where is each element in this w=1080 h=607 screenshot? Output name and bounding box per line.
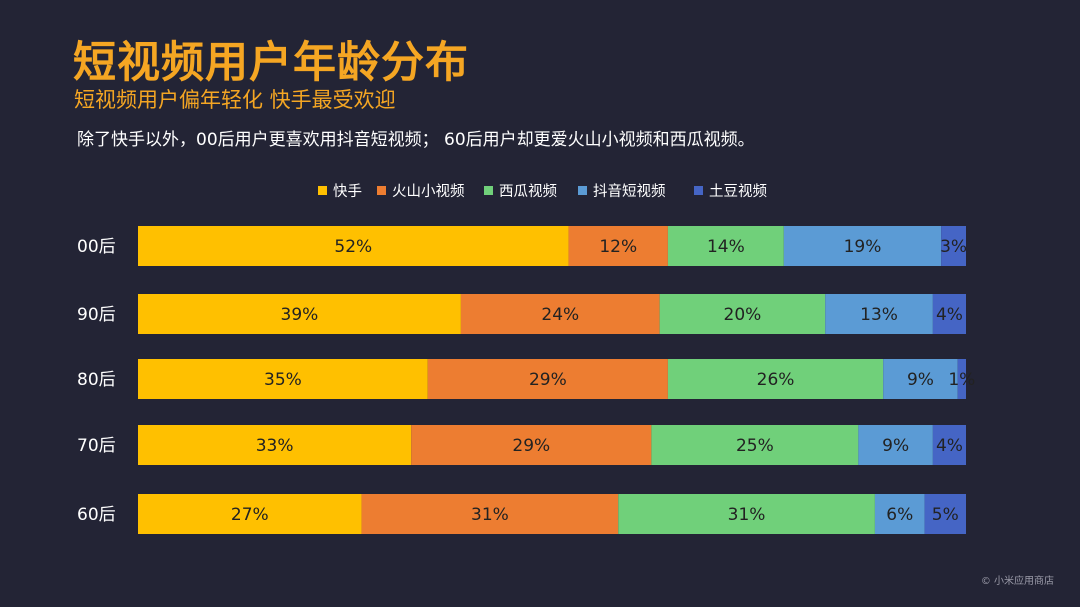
bar-segment	[667, 359, 884, 399]
data-label: 4%	[936, 305, 963, 325]
data-label: 35%	[264, 370, 302, 390]
data-label: 25%	[736, 436, 774, 456]
bar-segment	[924, 494, 966, 534]
bar-segment	[874, 494, 925, 534]
legend-swatch	[318, 186, 327, 195]
legend-swatch	[578, 186, 587, 195]
data-label: 26%	[757, 370, 795, 390]
legend-swatch	[484, 186, 493, 195]
legend-label: 火山小视频	[392, 184, 465, 200]
bar-segment	[138, 294, 461, 334]
data-label: 1%	[948, 370, 975, 390]
category-label: 90后	[77, 305, 116, 325]
data-label: 9%	[882, 436, 909, 456]
data-label: 3%	[940, 237, 967, 257]
bar-segment	[932, 425, 966, 465]
page-title: 短视频用户年龄分布	[73, 38, 469, 88]
bar-segment	[651, 425, 859, 465]
data-label: 29%	[512, 436, 550, 456]
category-label: 70后	[77, 436, 116, 456]
bar-segment	[618, 494, 875, 534]
data-label: 4%	[936, 436, 963, 456]
page-subtitle: 短视频用户偏年轻化 快手最受欢迎	[74, 88, 396, 112]
bar-segment	[138, 359, 428, 399]
legend-item-huoshan: 火山小视频	[377, 180, 465, 201]
data-label: 13%	[860, 305, 898, 325]
bar-segment	[667, 226, 784, 266]
bar-segment	[957, 359, 966, 399]
bar-segment	[427, 359, 668, 399]
legend-label: 西瓜视频	[499, 184, 557, 200]
data-label: 9%	[907, 370, 934, 390]
bar-segment	[941, 226, 966, 266]
bar-segment	[883, 359, 958, 399]
bar-segment	[411, 425, 652, 465]
bar-segment	[858, 425, 933, 465]
data-label: 12%	[599, 237, 637, 257]
data-label: 27%	[231, 505, 269, 525]
category-label: 00后	[77, 237, 116, 257]
description-text: 除了快手以外，00后用户更喜欢用抖音短视频； 60后用户却更爱火山小视频和西瓜视…	[77, 130, 755, 150]
data-label: 31%	[728, 505, 766, 525]
data-label: 20%	[724, 305, 762, 325]
data-label: 14%	[707, 237, 745, 257]
legend-swatch	[377, 186, 386, 195]
legend-item-xigua: 西瓜视频	[484, 180, 557, 201]
legend-label: 快手	[333, 184, 362, 200]
legend-label: 抖音短视频	[593, 184, 666, 200]
chart-legend: 快手 火山小视频 西瓜视频 抖音短视频 土豆视频	[0, 180, 1080, 204]
data-label: 29%	[529, 370, 567, 390]
bar-segment	[659, 294, 826, 334]
bar-segment	[568, 226, 668, 266]
data-label: 33%	[256, 436, 294, 456]
data-label: 5%	[932, 505, 959, 525]
bar-segment	[783, 226, 942, 266]
legend-item-kuaishou: 快手	[318, 180, 362, 201]
bar-segment	[138, 494, 362, 534]
footer-credit: © 小米应用商店	[980, 576, 1054, 587]
bar-segment	[825, 294, 933, 334]
legend-swatch	[694, 186, 703, 195]
data-label: 24%	[541, 305, 579, 325]
category-label: 60后	[77, 505, 116, 525]
bar-segment	[932, 294, 966, 334]
data-label: 6%	[886, 505, 913, 525]
bar-segment	[460, 294, 660, 334]
legend-item-douyin: 抖音短视频	[578, 180, 666, 201]
bar-segment	[361, 494, 619, 534]
bar-segment	[138, 226, 569, 266]
legend-label: 土豆视频	[709, 184, 767, 200]
bar-segment	[138, 425, 412, 465]
data-label: 31%	[471, 505, 509, 525]
category-label: 80后	[77, 370, 116, 390]
data-label: 39%	[281, 305, 319, 325]
data-label: 52%	[334, 237, 372, 257]
data-label: 19%	[844, 237, 882, 257]
legend-item-tudou: 土豆视频	[694, 180, 767, 201]
